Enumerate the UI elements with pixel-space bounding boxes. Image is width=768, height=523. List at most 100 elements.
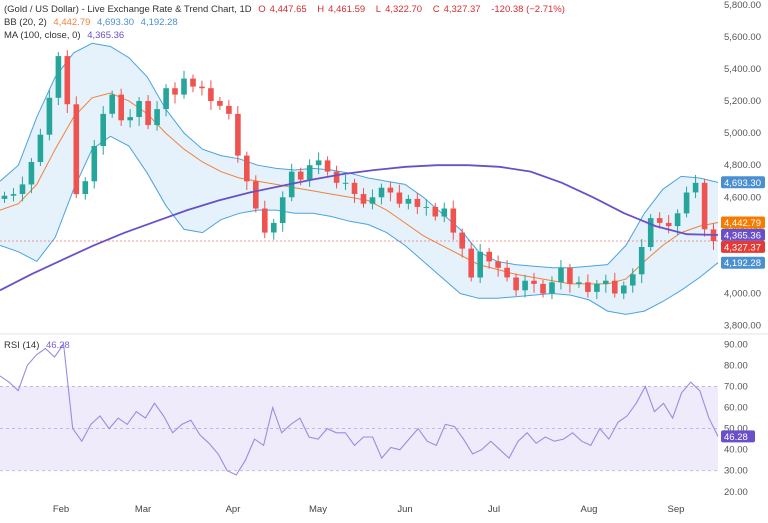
- candle-body: [638, 247, 645, 275]
- bb-upper-line: [0, 42, 719, 269]
- candle-body: [378, 187, 385, 198]
- rsi-tick-label: 70.00: [724, 381, 748, 392]
- candle: [217, 97, 223, 110]
- candle: [262, 200, 268, 239]
- price-tag-bg: [721, 176, 765, 189]
- price-tick-label: 4,000.00: [724, 289, 761, 300]
- price-tag-label: 4,693.30: [724, 178, 761, 189]
- bb-lower-line: [0, 135, 719, 315]
- candle-body: [73, 104, 80, 195]
- candle: [450, 200, 457, 240]
- candle-body: [441, 208, 448, 217]
- candle-body: [172, 88, 178, 95]
- candle-body: [396, 192, 403, 204]
- rsi-tick-label: 50.00: [724, 424, 748, 435]
- open-value: O 4,447.65: [258, 4, 307, 15]
- price-tag-bg: [721, 240, 765, 253]
- candle-body: [549, 282, 555, 294]
- candle: [244, 151, 250, 191]
- candle-body: [324, 160, 331, 172]
- candle: [396, 184, 403, 208]
- month-tick-label: Mar: [135, 504, 151, 515]
- candle: [19, 176, 26, 202]
- price-tag-label: 4,365.36: [724, 230, 761, 241]
- candle-body: [504, 267, 510, 278]
- candle: [136, 97, 142, 126]
- candle: [656, 212, 663, 229]
- candle-body: [279, 197, 286, 223]
- price-tick-label: 5,200.00: [724, 96, 761, 107]
- candle: [37, 128, 44, 166]
- candle: [414, 192, 421, 215]
- candle: [558, 259, 564, 290]
- candle: [701, 178, 708, 237]
- candle-body: [656, 218, 663, 223]
- candle: [387, 181, 394, 202]
- candle: [531, 272, 537, 293]
- candle: [199, 80, 205, 96]
- low-value: L 4,322.70: [375, 4, 423, 15]
- candle-body: [145, 101, 151, 126]
- candle: [360, 188, 367, 208]
- candle: [621, 281, 627, 300]
- candle-body: [387, 187, 394, 193]
- candle-body: [459, 232, 465, 249]
- candle: [486, 247, 492, 269]
- candle-body: [360, 194, 367, 204]
- candle-body: [351, 182, 358, 194]
- candle: [82, 177, 89, 200]
- rsi-tick-label: 40.00: [724, 445, 748, 456]
- candle-body: [630, 274, 636, 286]
- price-tick-label: 5,000.00: [724, 128, 761, 139]
- price-tick-label: 4,600.00: [724, 192, 761, 203]
- candle: [127, 109, 133, 128]
- rsi-band-fill: [0, 386, 718, 471]
- candle: [118, 88, 124, 126]
- candle: [567, 263, 573, 293]
- candle-body: [495, 261, 501, 268]
- price-tag-bg: [721, 228, 765, 241]
- candle-body: [674, 213, 681, 227]
- candle-body: [513, 277, 519, 291]
- candle-body: [37, 134, 44, 162]
- candle: [495, 255, 501, 277]
- candle: [585, 274, 591, 298]
- candle: [55, 52, 62, 106]
- candle: [145, 95, 151, 130]
- ma-label: MA (100, close, 0): [4, 30, 81, 41]
- candle-body: [297, 171, 304, 180]
- candle: [109, 90, 115, 118]
- candle: [522, 274, 528, 298]
- rsi-tag-bg: [721, 430, 755, 443]
- candle: [253, 175, 259, 213]
- rsi-tick-label: 90.00: [724, 339, 748, 350]
- candle: [468, 242, 474, 282]
- candle: [351, 178, 358, 203]
- candle-body: [665, 222, 672, 227]
- bb-upper-value: 4,693.30: [97, 17, 135, 28]
- candle: [279, 191, 286, 232]
- candle: [630, 268, 636, 293]
- candle-body: [136, 101, 142, 117]
- candle-body: [540, 283, 546, 294]
- candle: [549, 276, 555, 300]
- bb-label: BB (20, 2): [4, 17, 47, 28]
- candle: [603, 274, 609, 293]
- candle: [324, 156, 331, 176]
- candle-body: [647, 218, 654, 247]
- month-tick-label: Feb: [53, 504, 69, 515]
- candle-body: [235, 113, 241, 156]
- candle: [423, 199, 430, 216]
- candle-body: [414, 198, 421, 207]
- price-tick-label: 5,400.00: [724, 64, 761, 75]
- candle: [10, 188, 17, 202]
- rsi-label: RSI (14): [4, 340, 40, 351]
- candle: [181, 70, 187, 99]
- bb-lower-value: 4,192.28: [140, 17, 178, 28]
- candle-body: [127, 117, 133, 121]
- candle: [513, 273, 519, 296]
- chart-title: (Gold / US Dollar) - Live Exchange Rate …: [4, 4, 252, 15]
- candle: [342, 174, 349, 191]
